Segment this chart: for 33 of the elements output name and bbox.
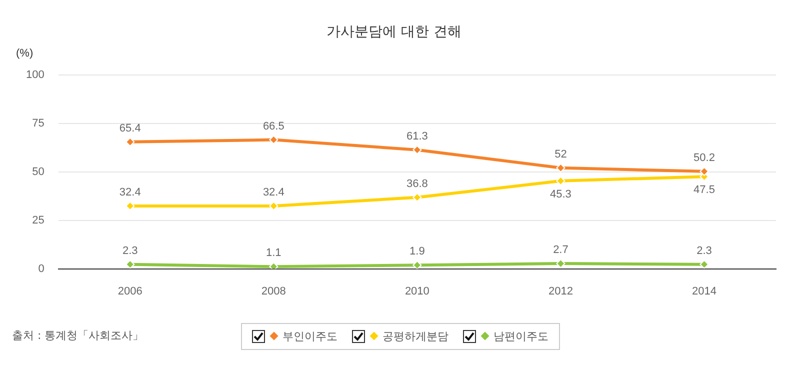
data-label: 36.8 bbox=[406, 178, 428, 190]
point bbox=[412, 260, 422, 269]
data-label: 47.5 bbox=[694, 184, 715, 196]
data-label: 61.3 bbox=[406, 130, 428, 142]
data-label: 32.4 bbox=[262, 186, 284, 198]
data-label: 2.3 bbox=[122, 244, 138, 257]
data-label: 45.3 bbox=[550, 188, 572, 200]
data-label: 50.2 bbox=[694, 152, 715, 164]
data-label: 32.4 bbox=[119, 186, 141, 198]
y-tick-label: 100 bbox=[26, 68, 44, 81]
legend-label: 남편이주도 bbox=[494, 328, 548, 344]
x-tick-label: 2006 bbox=[118, 285, 142, 298]
y-axis-title: (%) bbox=[16, 47, 34, 60]
data-label: 65.4 bbox=[119, 122, 141, 134]
point bbox=[269, 262, 278, 269]
y-tick-label: 50 bbox=[32, 166, 44, 178]
x-tick-label: 2010 bbox=[404, 285, 430, 298]
data-label: 2.7 bbox=[553, 244, 568, 256]
data-label: 1.1 bbox=[266, 247, 282, 260]
data-label: 2.3 bbox=[696, 244, 712, 257]
y-tick-label: 0 bbox=[38, 262, 44, 275]
y-tick-label: 75 bbox=[32, 117, 44, 130]
x-tick-label: 2008 bbox=[261, 285, 286, 298]
x-tick-label: 2012 bbox=[548, 285, 573, 298]
source-note: 출처 : 통계청「사회조사」 bbox=[12, 328, 144, 343]
legend-label: 공평하게분담 bbox=[382, 328, 448, 344]
x-tick-label: 2014 bbox=[692, 285, 716, 298]
chart-title: 가사분담에 대한 견해 bbox=[326, 24, 462, 40]
legend-label: 부인이주도 bbox=[282, 328, 338, 344]
data-label: 1.9 bbox=[410, 246, 425, 258]
data-label: 66.5 bbox=[262, 120, 284, 132]
y-tick-label: 25 bbox=[32, 214, 44, 226]
data-label: 52 bbox=[554, 148, 567, 160]
